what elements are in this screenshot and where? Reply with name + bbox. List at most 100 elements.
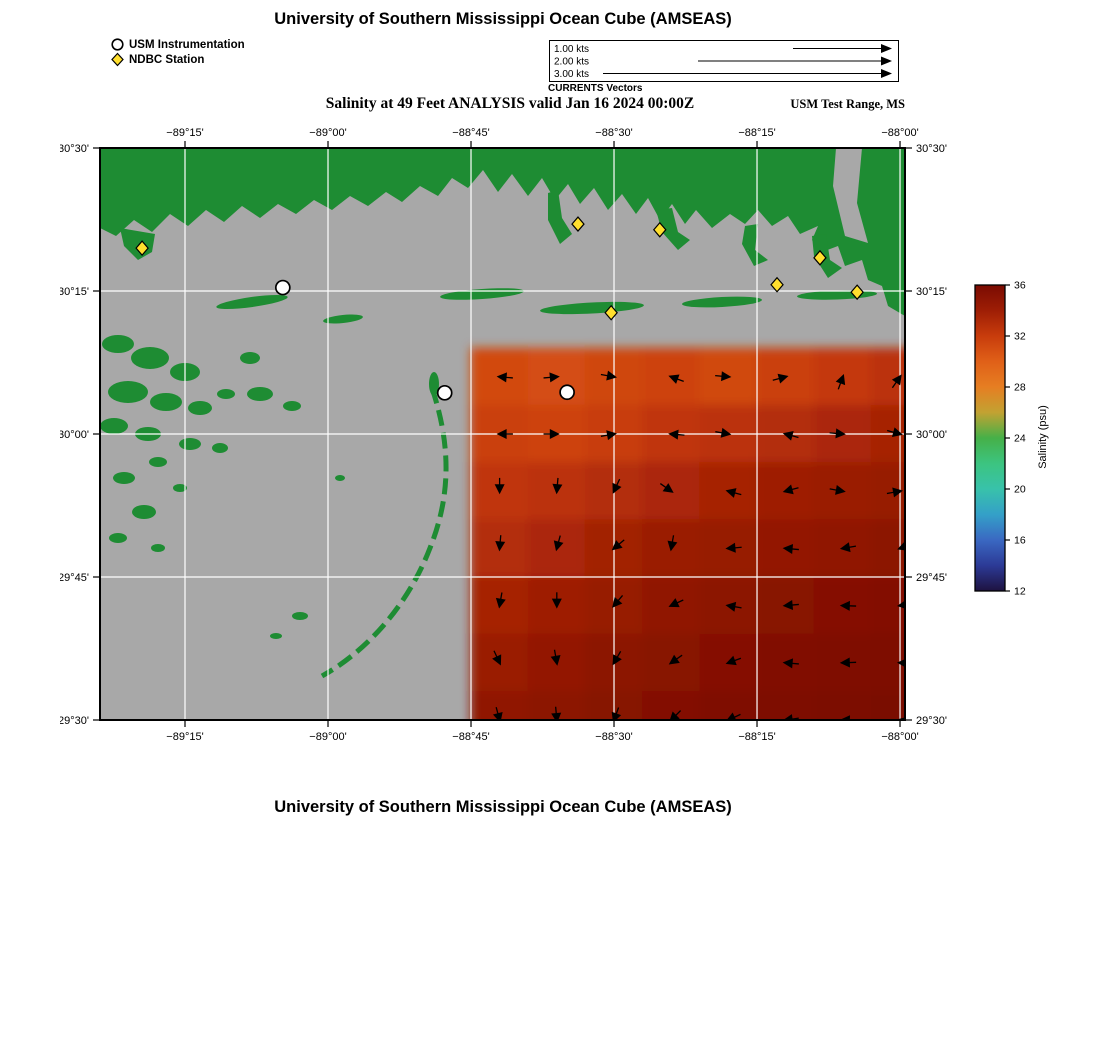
axis-ticks-and-labels: −89°15' −89°15' −89°00' −89°00' −88°45' −88°4… (60, 127, 947, 743)
current-vector-legend-box: 1.00 kts 2.00 kts 3.00 kts (549, 40, 899, 82)
colorbar-tick-label: 12 (1014, 586, 1026, 598)
lon-tick-label: −88°15' (738, 731, 775, 743)
current-vector-arrow (725, 542, 742, 553)
current-vector-arrow (772, 373, 789, 384)
lat-tick-label: 29°45' (60, 572, 89, 584)
ndbc-station-marker (135, 240, 149, 257)
current-vector-arrow (550, 649, 561, 666)
current-vector-arrow (551, 592, 562, 609)
current-vector-arrow (839, 542, 857, 553)
bay-point-peninsula (120, 228, 155, 260)
current-vector-arrow (600, 370, 617, 381)
current-vector-arrow (492, 706, 503, 720)
footer-title: University of Southern Mississippi Ocean… (274, 798, 732, 816)
land-mass-coastline (100, 148, 905, 316)
current-vector-arrow (668, 429, 685, 440)
current-vector-arrow (725, 601, 742, 612)
lon-tick-label: −89°00' (309, 731, 346, 743)
current-vector-arrow (887, 427, 903, 438)
colorbar-tick-label: 20 (1014, 484, 1026, 496)
colorbar-tick-label: 24 (1014, 433, 1026, 445)
legend-usm-row: USM Instrumentation (110, 37, 245, 52)
current-vector-arrow (782, 658, 799, 669)
current-vector-arrow (839, 715, 857, 720)
current-vector-arrow (494, 477, 505, 495)
salinity-heatmap (470, 347, 905, 720)
ndbc-station-marker (850, 284, 864, 301)
current-vector-arrow (612, 650, 622, 666)
current-vector-arrow (612, 478, 622, 494)
current-vector-arrow (543, 429, 560, 439)
usm-station-marker (559, 384, 575, 401)
current-vector-arrow (829, 485, 846, 495)
legend-arrowhead-icon (881, 56, 892, 66)
lat-tick-label: 30°00' (916, 429, 947, 441)
legend-ndbc-row: NDBC Station (110, 52, 245, 67)
station-legend: USM Instrumentation NDBC Station (110, 37, 245, 67)
lat-tick-label: 29°30' (916, 715, 947, 727)
current-vector-arrow (659, 483, 674, 493)
legend-arrowhead-icon (881, 69, 892, 78)
plot-subtitle: Salinity at 49 Feet ANALYSIS valid Jan 1… (325, 95, 695, 112)
current-vector-arrow (668, 654, 683, 665)
lat-tick-label: 29°30' (60, 715, 89, 727)
vector-legend-label: 1.00 kts (554, 44, 589, 55)
colorbar-tick-label: 32 (1014, 331, 1026, 343)
current-vector-arrow (725, 655, 742, 666)
current-vector-arrow (496, 372, 513, 383)
region-label: USM Test Range, MS (790, 97, 905, 111)
lon-tick-label: −89°00' (309, 127, 346, 139)
ndbc-station-marker (770, 276, 784, 293)
current-vector-arrow (829, 428, 846, 439)
current-vector-arrow (715, 427, 732, 438)
current-vector-arrow (897, 541, 905, 551)
current-vector-arrow (496, 429, 513, 439)
current-vector-arrow (552, 477, 563, 495)
usm-station-marker (436, 384, 453, 401)
legend-usm-label: USM Instrumentation (129, 38, 245, 51)
vector-legend-label: 3.00 kts (554, 69, 589, 80)
lat-tick-label: 30°00' (60, 429, 89, 441)
current-vector-arrow (495, 535, 506, 552)
lon-tick-label: −89°15' (166, 127, 203, 139)
usm-circle-icon (111, 38, 124, 51)
lon-tick-label: −88°45' (452, 127, 489, 139)
current-vector-arrow (839, 657, 857, 668)
current-vector-arrow (612, 594, 624, 608)
chandeleur-north-tip (429, 372, 439, 396)
current-vector-arrow (782, 484, 799, 495)
currents-vectors-caption: CURRENTS Vectors (548, 83, 643, 94)
current-vector-arrow (839, 600, 857, 611)
current-vector-arrow (891, 374, 902, 389)
coastal-finger-4 (812, 234, 842, 278)
current-vector-arrow (668, 374, 684, 384)
legend-ndbc-label: NDBC Station (129, 53, 205, 66)
coastal-finger-2 (656, 208, 690, 250)
current-vector-arrow (886, 487, 903, 498)
colorbar: 36 32 28 24 20 16 12 (974, 280, 1026, 598)
current-vector-arrow (668, 598, 684, 608)
station-markers (135, 216, 864, 401)
colorbar-tick-label: 28 (1014, 382, 1026, 394)
lon-tick-label: −88°15' (738, 127, 775, 139)
colorbar-gradient (975, 285, 1005, 591)
colorbar-tick-label: 16 (1014, 535, 1026, 547)
current-vector-arrow (551, 706, 562, 720)
lat-tick-label: 29°45' (916, 572, 947, 584)
colorbar-tick-label: 36 (1014, 280, 1026, 292)
vector-legend-label: 2.00 kts (554, 57, 589, 68)
lat-tick-label: 30°15' (916, 286, 947, 298)
current-vector-arrow (782, 544, 799, 554)
current-vector-arrow (782, 430, 799, 441)
ndbc-station-marker (652, 221, 667, 238)
lon-tick-label: −88°30' (595, 731, 632, 743)
current-vector-arrow (782, 600, 799, 610)
current-vector-arrow (600, 430, 617, 441)
lon-tick-label: −89°15' (166, 731, 203, 743)
ndbc-station-marker (604, 304, 618, 321)
lat-tick-label: 30°30' (60, 143, 89, 155)
ndbc-station-marker (571, 216, 585, 232)
current-vector-arrow (725, 488, 742, 498)
current-vector-arrow (611, 539, 625, 551)
